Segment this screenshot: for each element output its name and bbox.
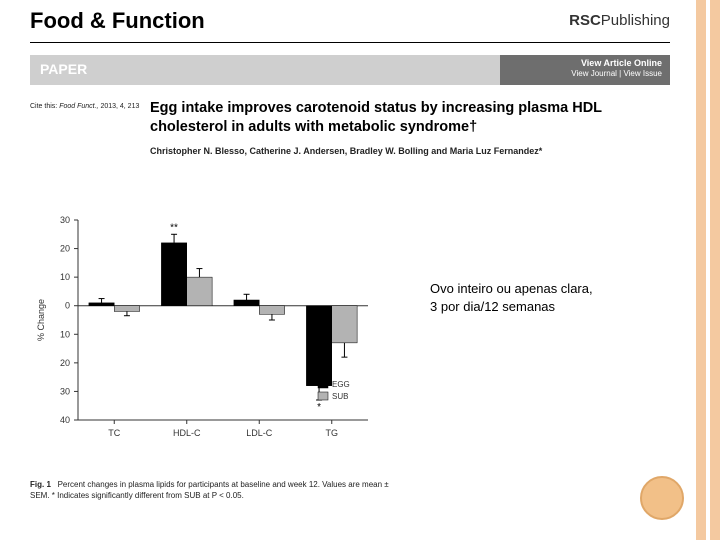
publisher-logo: RSCPublishing [569,12,670,29]
svg-text:EGG: EGG [332,380,350,389]
publisher-light: Publishing [601,12,670,29]
article-title: Egg intake improves carotenoid status by… [150,99,670,137]
svg-text:30: 30 [60,386,70,396]
banner-right: View Article Online View Journal | View … [500,55,670,85]
svg-text:TC: TC [108,428,120,438]
caption-text: Percent changes in plasma lipids for par… [30,480,389,500]
svg-text:20: 20 [60,244,70,254]
svg-text:LDL-C: LDL-C [246,428,273,438]
paper-banner: PAPER View Article Online View Journal |… [30,55,670,85]
header-rule [30,42,670,43]
svg-text:0: 0 [65,301,70,311]
svg-text:TG: TG [326,428,339,438]
view-journal-issue-link[interactable]: View Journal | View Issue [508,69,662,79]
svg-text:10: 10 [60,329,70,339]
annotation-line1: Ovo inteiro ou apenas clara, [430,281,593,296]
citation: Cite this: Food Funct., 2013, 4, 213 [30,99,150,157]
article-authors: Christopher N. Blesso, Catherine J. Ande… [150,145,670,157]
cite-journal: Food Funct., [59,103,98,110]
svg-text:% Change: % Change [36,299,46,341]
svg-text:10: 10 [60,272,70,282]
view-article-link[interactable]: View Article Online [508,58,662,69]
svg-text:30: 30 [60,215,70,225]
svg-text:SUB: SUB [332,392,348,401]
figure-1-chart: 40 30 20 10 0 10 20 30 % Change TC ** HDL-C LDL-C * TG… [30,210,390,470]
publisher-bold: RSC [569,12,601,29]
svg-text:40: 40 [60,415,70,425]
cite-rest: 2013, 4, 213 [100,103,139,110]
caption-figno: Fig. 1 [30,480,51,489]
slide-number-badge [640,476,684,520]
cite-prefix: Cite this: [30,103,57,110]
figure-1-caption: Fig. 1 Percent changes in plasma lipids … [30,480,390,502]
decorative-stripe-right-1 [710,0,720,540]
annotation-line2: 3 por dia/12 semanas [430,299,555,314]
slide-annotation: Ovo inteiro ou apenas clara, 3 por dia/1… [430,280,650,315]
svg-text:*: * [317,402,321,413]
svg-text:20: 20 [60,358,70,368]
banner-left: PAPER [30,55,500,85]
svg-text:HDL-C: HDL-C [173,428,201,438]
svg-text:**: ** [170,222,178,233]
decorative-stripe-right-2 [696,0,706,540]
